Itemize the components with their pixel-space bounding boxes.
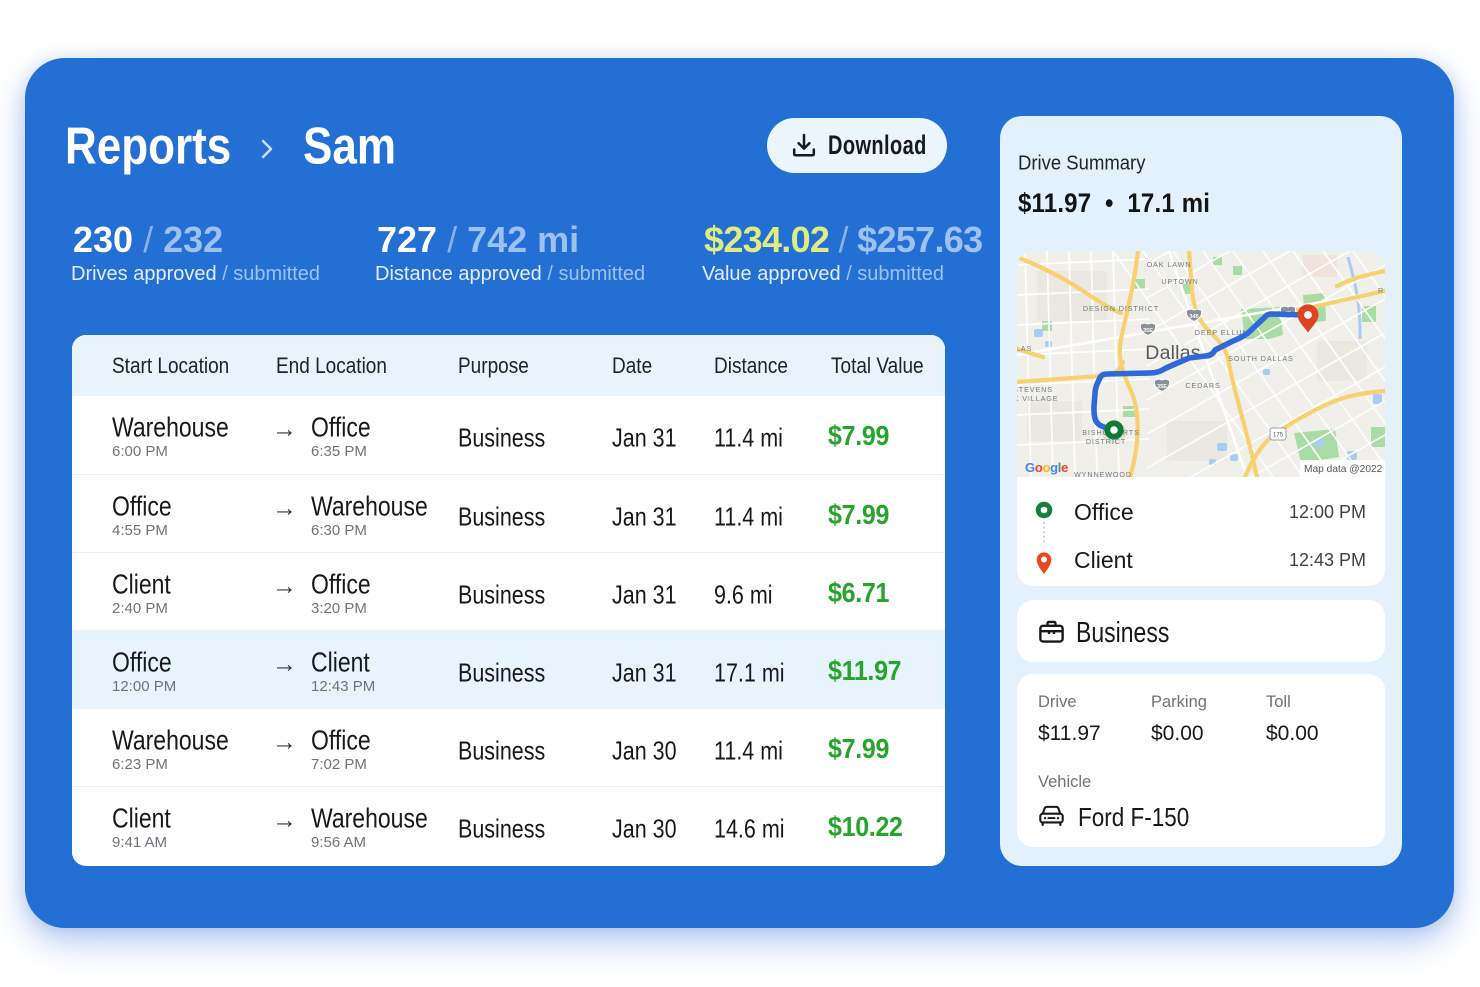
svg-text:35E: 35E [1143,328,1153,334]
svg-text:LAS: LAS [1017,344,1032,353]
svg-text:Map data @2022: Map data @2022 [1304,464,1383,475]
svg-text:OAK LAWN: OAK LAWN [1147,260,1192,269]
svg-text:Google: Google [1025,460,1068,475]
svg-text:CEDARS: CEDARS [1185,381,1220,390]
svg-text:WYNNEWOOD: WYNNEWOOD [1074,470,1132,477]
svg-text:DEEP ELLUM: DEEP ELLUM [1195,328,1249,337]
svg-text:R: R [1378,286,1384,295]
svg-text:175: 175 [1273,433,1284,439]
svg-text:RK VILLAGE: RK VILLAGE [1017,394,1058,403]
svg-text:SOUTH DALLAS: SOUTH DALLAS [1228,354,1294,363]
svg-text:345: 345 [1189,314,1198,320]
svg-text:DESIGN DISTRICT: DESIGN DISTRICT [1083,304,1159,313]
svg-text:Dallas: Dallas [1145,342,1200,364]
svg-text:35E: 35E [1157,384,1167,390]
svg-text:DISTRICT: DISTRICT [1086,437,1126,446]
svg-text:UPTOWN: UPTOWN [1161,277,1198,286]
svg-text:STEVENS: STEVENS [1017,385,1053,394]
